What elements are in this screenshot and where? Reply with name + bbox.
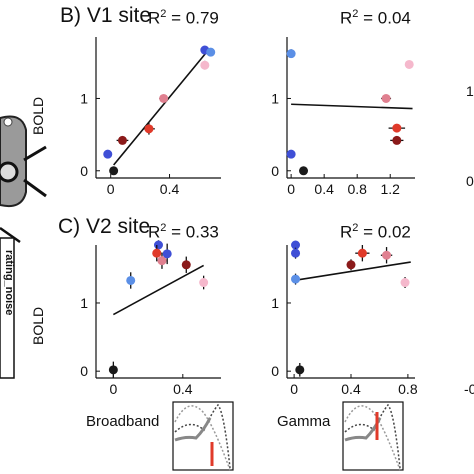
data-point — [109, 166, 119, 176]
pointer-line — [23, 145, 47, 162]
x-axis-name-broadband: Broadband — [86, 413, 160, 430]
r2-value: 0.04 — [377, 8, 411, 28]
y-tick-label: 1 — [271, 295, 279, 311]
x-tick-label: 0.4 — [341, 381, 361, 397]
regression-line — [293, 261, 411, 282]
x-tick-label: 0 — [287, 181, 295, 197]
data-point — [400, 278, 410, 288]
data-point — [291, 240, 301, 250]
svg-text:-0: -0 — [464, 381, 474, 397]
data-point — [291, 274, 301, 284]
spectrum-inset-gamma — [342, 401, 404, 471]
cropped-panel-edge: 1 0 -0 — [464, 83, 474, 397]
x-tick-label: 0.4 — [314, 181, 334, 197]
data-point — [108, 365, 118, 375]
x-axis-name-gamma: Gamma — [277, 413, 331, 430]
data-point — [392, 123, 402, 133]
data-point — [295, 365, 305, 375]
x-tick-label: 0.4 — [160, 181, 180, 197]
data-point — [346, 260, 356, 270]
data-point — [286, 49, 296, 59]
data-point — [162, 249, 172, 259]
sensor-graphic — [0, 115, 27, 208]
data-point — [404, 59, 414, 69]
x-tick-label: 0 — [107, 181, 115, 197]
y-tick-label: 1 — [80, 90, 88, 106]
data-point — [291, 248, 301, 258]
r2-label-v1-broadband: R2 = 0.79 — [148, 8, 219, 28]
stimulus-label: rating_noise — [3, 250, 15, 315]
data-point — [200, 60, 210, 70]
x-tick-label: 0 — [109, 381, 117, 397]
scatter-panel-1: 0 1 0 0.4 — [80, 37, 221, 197]
x-tick-label: 0.8 — [398, 381, 418, 397]
spectrum-inset-broadband — [172, 401, 234, 471]
data-point — [144, 124, 154, 134]
panel-title-c: C) V2 site — [58, 215, 151, 238]
y-tick-label: 0 — [271, 163, 279, 179]
stimulus-box — [0, 237, 15, 379]
data-point — [286, 149, 296, 159]
data-point — [206, 47, 216, 57]
regression-line — [113, 50, 209, 166]
data-point — [126, 275, 136, 285]
data-point — [381, 93, 391, 103]
data-point — [181, 260, 191, 270]
x-tick-label: 0.8 — [347, 181, 367, 197]
data-point — [117, 135, 127, 145]
svg-text:0: 0 — [466, 173, 474, 189]
r2-label-v2-gamma: R2 = 0.02 — [340, 222, 411, 242]
data-point — [103, 149, 113, 159]
data-point — [199, 278, 209, 288]
data-point — [152, 248, 162, 258]
y-tick-label: 1 — [80, 295, 88, 311]
r2-label-v2-broadband: R2 = 0.33 — [148, 222, 219, 242]
svg-text:1: 1 — [466, 83, 474, 99]
data-point — [154, 240, 163, 250]
r2-label-v1-gamma: R2 = 0.04 — [340, 8, 411, 28]
scatter-panel-3: 0 1 0 0.4 — [80, 240, 221, 397]
left-illustration: rating_noise — [0, 115, 47, 379]
scatter-panel-2: 0 1 0 0.4 0.8 1.2 — [271, 37, 415, 197]
data-point — [392, 135, 402, 145]
regression-line — [291, 103, 413, 110]
y-tick-label: 0 — [80, 163, 88, 179]
scatter-panel-4: 0 1 0 0.4 0.8 — [271, 240, 418, 397]
data-point — [357, 248, 367, 258]
electrode-marker — [0, 161, 19, 183]
panel-title-b: B) V1 site — [60, 4, 152, 27]
data-point — [157, 256, 167, 266]
y-tick-label: 0 — [271, 363, 279, 379]
y-tick-label: 0 — [80, 363, 88, 379]
regression-line — [112, 264, 205, 316]
data-point — [299, 166, 309, 176]
pointer-line — [23, 178, 47, 198]
x-tick-label: 0 — [290, 381, 298, 397]
x-tick-label: 1.2 — [380, 181, 400, 197]
y-tick-label: 1 — [271, 90, 279, 106]
r2-value: 0.79 — [185, 8, 219, 28]
data-point — [159, 93, 169, 103]
r2-value: 0.02 — [377, 222, 411, 242]
pointer-line — [0, 226, 21, 244]
r2-value: 0.33 — [185, 222, 219, 242]
x-tick-label: 0.4 — [173, 381, 193, 397]
data-point — [382, 250, 392, 260]
electrode-marker — [3, 117, 13, 127]
